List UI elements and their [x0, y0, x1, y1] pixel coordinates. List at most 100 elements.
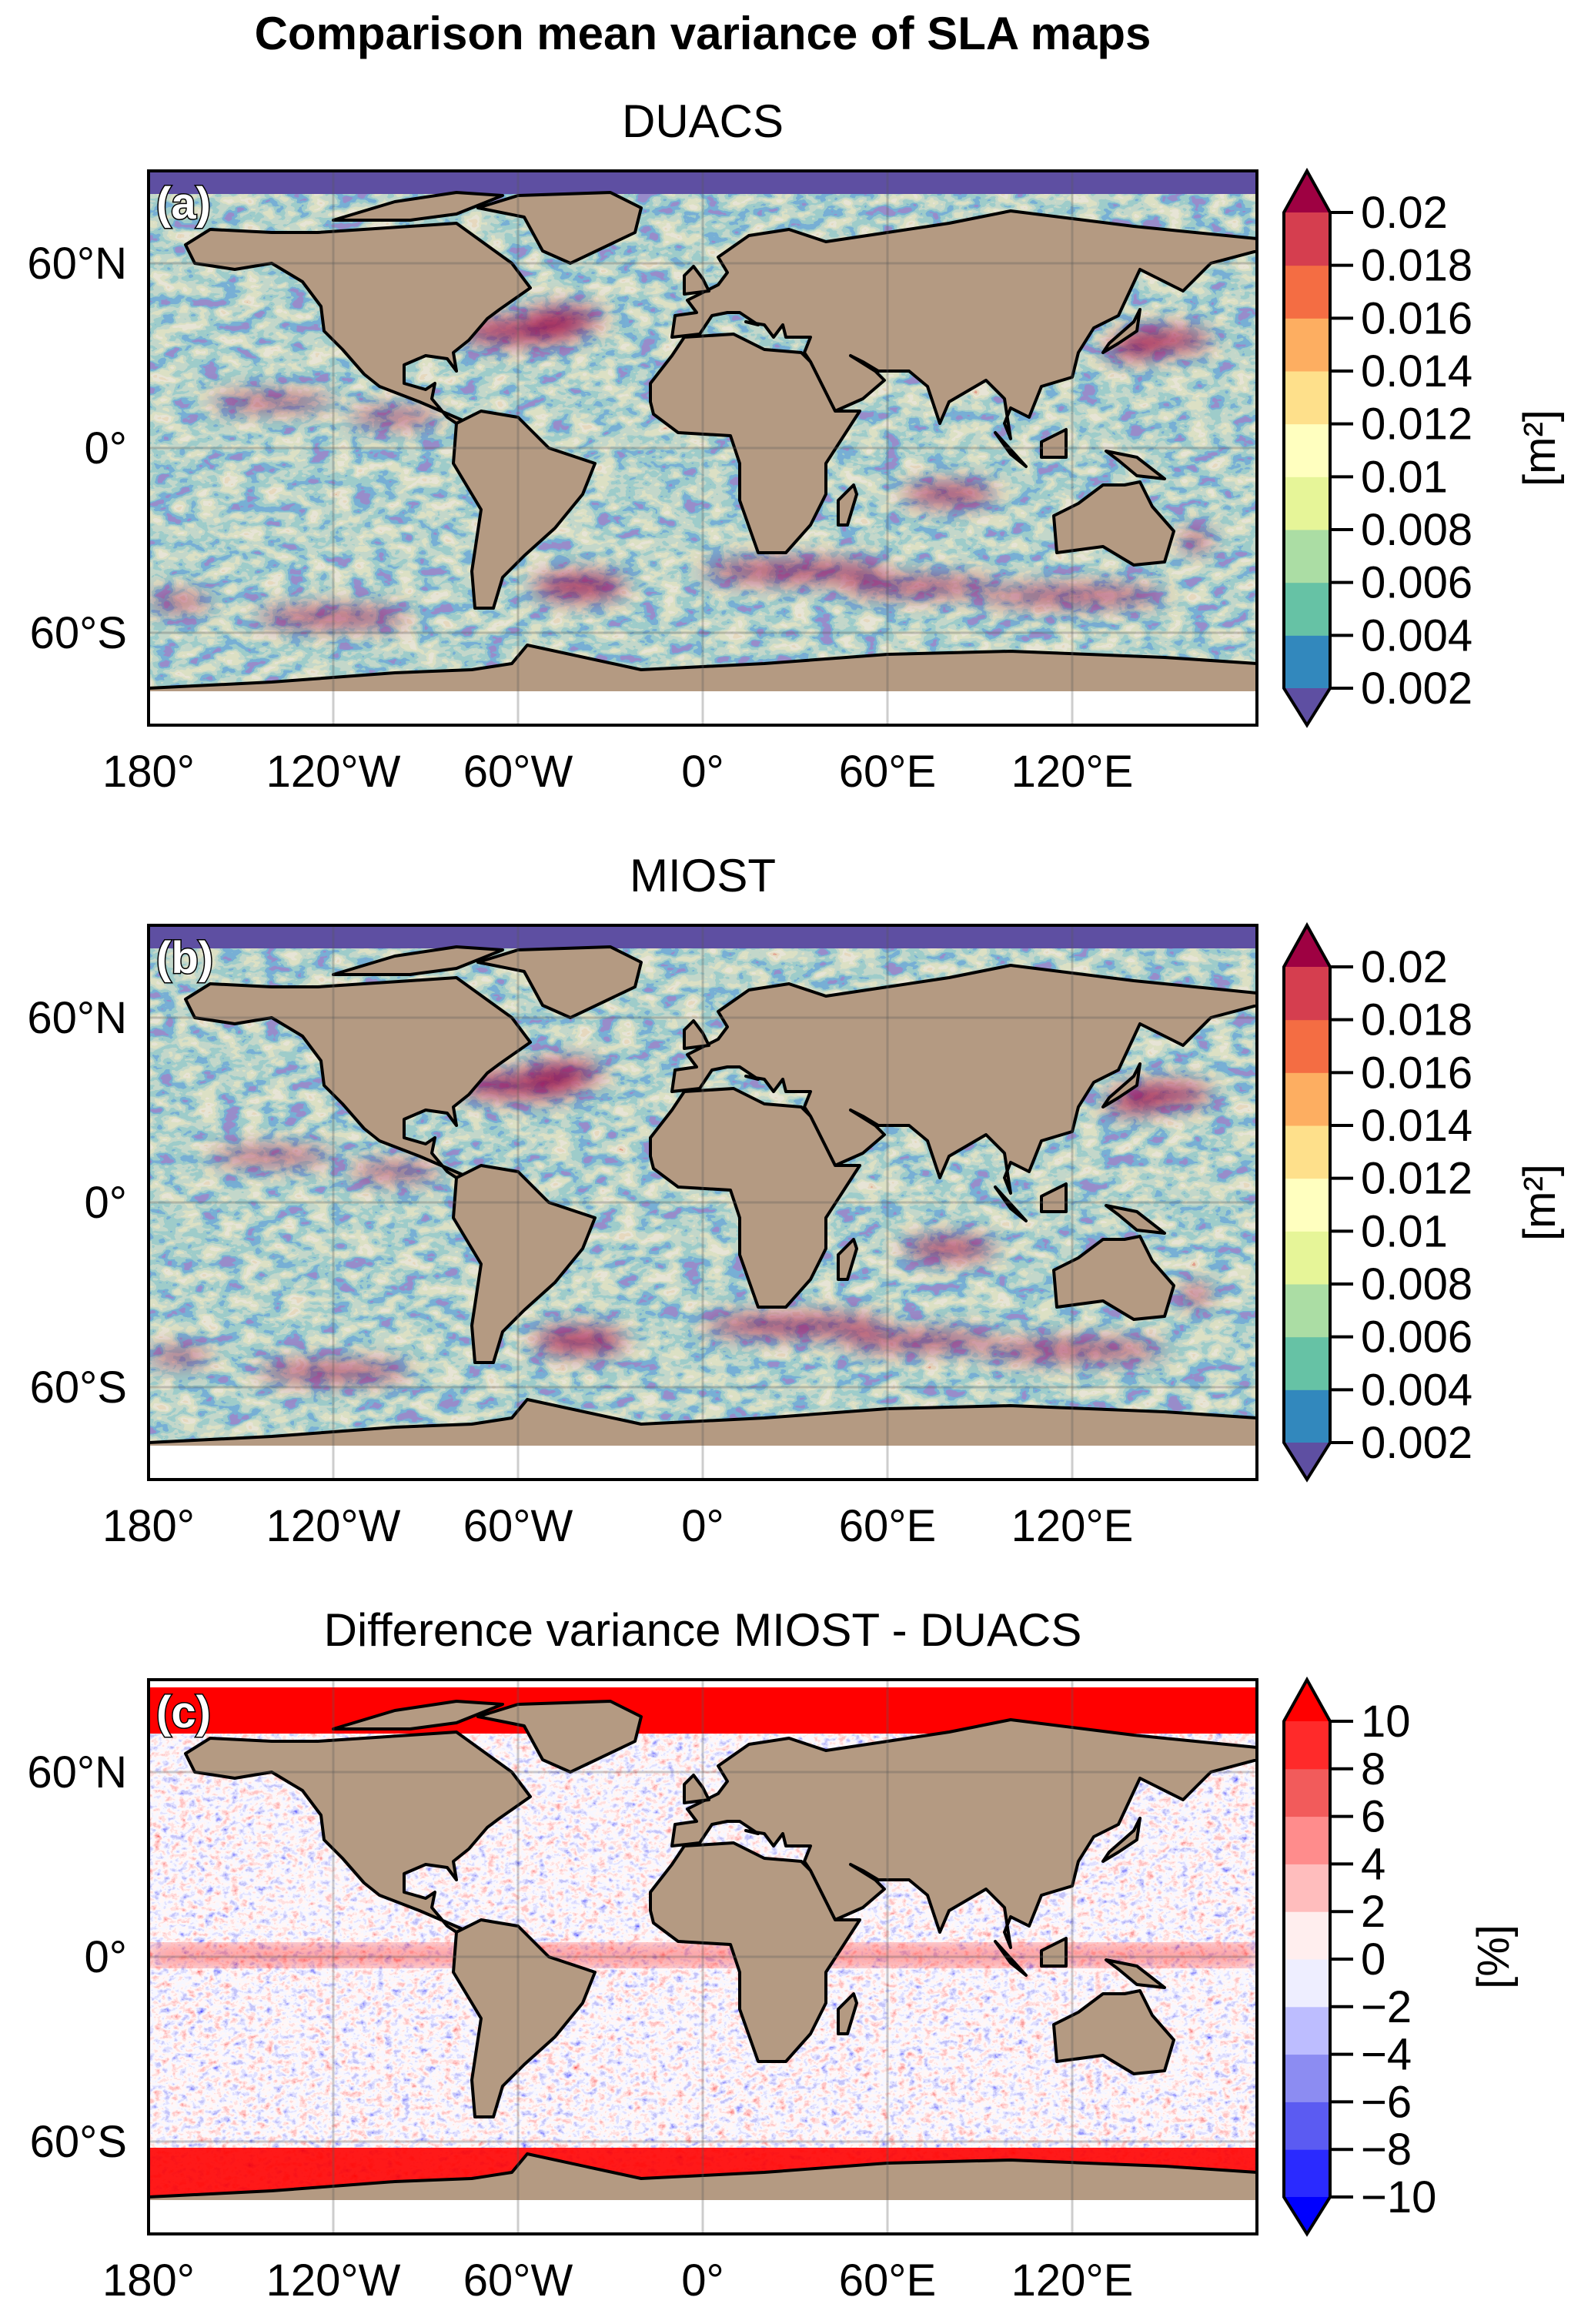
lon-tick-label: 60°E: [839, 747, 936, 797]
high-variance-region: [149, 596, 210, 608]
colorbar-tick-label: 0.01: [1361, 1206, 1448, 1256]
colorbar-tick-label: 2: [1361, 1887, 1385, 1937]
land: [476, 945, 643, 1019]
colorbar-segment: [1284, 212, 1330, 266]
lon-tick-label: 60°W: [463, 747, 573, 797]
colorbar-segment: [1284, 2006, 1330, 2055]
colorbar-tick-label: −2: [1361, 1982, 1412, 2032]
lon-tick-label: 60°E: [839, 2255, 936, 2306]
colorbar-tick-label: 0.016: [1361, 1048, 1472, 1098]
land: [452, 1164, 597, 1364]
colorbar-segment: [1284, 530, 1330, 584]
lat-tick-label: 60°N: [27, 1747, 127, 1797]
colorbar-tick-label: 0.004: [1361, 1365, 1472, 1415]
land: [332, 945, 504, 976]
colorbar-tick-label: 0.014: [1361, 1101, 1472, 1151]
map-frame: [147, 924, 1258, 1481]
lon-tick-label: 0°: [681, 2255, 724, 2306]
colorbar-segment: [1284, 1959, 1330, 2008]
high-variance-region: [1180, 533, 1211, 548]
high-variance-region: [703, 1316, 887, 1335]
lat-tick-label: 60°N: [27, 239, 127, 289]
colorbar-segment: [1284, 1768, 1330, 1817]
landmasses: [149, 1700, 1257, 2234]
colorbar-segment: [1284, 1178, 1330, 1232]
panel-label: (a): [156, 179, 211, 229]
lon-tick-label: 60°E: [839, 1501, 936, 1551]
high-variance-region: [533, 1329, 626, 1353]
colorbar-tick-label: 0.006: [1361, 558, 1472, 608]
panel-a: DUACS (a) 180° 120°W 60°W 0° 60°E 120°E 60°N 0° 60…: [27, 95, 1565, 797]
high-variance-region: [1103, 1096, 1165, 1112]
antarctic-ice: [149, 691, 1257, 725]
high-variance-region: [903, 1239, 995, 1258]
lon-tick-label: 120°E: [1011, 1501, 1134, 1551]
high-variance-regions: [149, 1062, 1211, 1379]
colorbar-unit-label: [%]: [1469, 1924, 1519, 1989]
high-variance-region: [349, 1165, 441, 1178]
colorbar-tick-label: 0.018: [1361, 995, 1472, 1045]
land: [1101, 1817, 1141, 1863]
land: [683, 265, 710, 296]
land: [1105, 1958, 1166, 1989]
land: [452, 1918, 597, 2118]
panel-c: Difference variance MIOST - DUACS (c) 180°…: [27, 1604, 1519, 2306]
colorbar-segment: [1284, 477, 1330, 530]
high-variance-region: [903, 485, 995, 503]
high-variance-region: [526, 1062, 603, 1084]
colorbar-tick-label: 0.016: [1361, 293, 1472, 343]
gridlines: [149, 925, 1257, 1480]
land: [649, 333, 861, 554]
panel-label: (b): [156, 933, 213, 983]
colorbar-tick-label: 4: [1361, 1839, 1385, 1889]
panel-b: MIOST (b) 180° 120°W 60°W 0° 60°E 120°E 60°N 0° 60…: [27, 850, 1565, 1551]
lon-tick-label: 0°: [681, 1501, 724, 1551]
colorbar-under-arrow: [1284, 688, 1330, 725]
lon-tick-label: 120°W: [266, 747, 401, 797]
land: [837, 483, 858, 527]
land: [1052, 480, 1175, 567]
land: [184, 976, 532, 1179]
land: [649, 1841, 861, 2063]
high-variance-region: [841, 1333, 995, 1349]
colorbar-segment: [1284, 2054, 1330, 2102]
colorbar-segment: [1284, 967, 1330, 1021]
colorbar-segment: [1284, 1389, 1330, 1443]
high-variance-region: [210, 396, 333, 408]
lon-tick-label: 120°W: [266, 1501, 401, 1551]
land: [1040, 1937, 1068, 1968]
colorbar-tick-label: 0.014: [1361, 346, 1472, 396]
lon-tick-label: 180°: [102, 747, 195, 797]
colorbar-tick-label: −10: [1361, 2172, 1436, 2222]
land: [683, 1774, 710, 1804]
lon-tick-label: 0°: [681, 747, 724, 797]
colorbar-tick-label: 0.02: [1361, 188, 1448, 238]
colorbar-segment: [1284, 1231, 1330, 1285]
lat-tick-label: 0°: [85, 1932, 127, 1982]
lat-tick-label: 60°S: [30, 608, 127, 658]
colorbar-tick-label: 0: [1361, 1934, 1385, 1985]
map-frame: [147, 169, 1258, 727]
high-variance-region: [210, 1150, 333, 1162]
high-variance-region: [256, 610, 410, 625]
colorbar-unit-label: [m²]: [1515, 410, 1565, 487]
colorbar-over-arrow: [1284, 171, 1330, 212]
colorbar-segment: [1284, 1816, 1330, 1864]
land: [1105, 450, 1166, 480]
land: [670, 209, 1257, 440]
high-variance-region: [980, 1343, 1165, 1358]
high-variance-region: [703, 562, 887, 580]
lon-tick-label: 120°W: [266, 2255, 401, 2306]
high-variance-region: [256, 1364, 410, 1379]
colorbar-segment: [1284, 1336, 1330, 1390]
lon-tick-label: 120°E: [1011, 2255, 1134, 2306]
colorbar-tick-label: 0.002: [1361, 1418, 1472, 1468]
colorbar-b: 0.0020.0040.0060.0080.010.0120.0140.0160…: [1282, 921, 1565, 1483]
land: [1105, 1204, 1166, 1235]
lon-tick-label: 180°: [102, 2255, 195, 2306]
colorbar-segment: [1284, 2102, 1330, 2150]
colorbar-segment: [1284, 371, 1330, 425]
colorbar-segment: [1284, 1864, 1330, 1912]
equatorial-band: [149, 1944, 1257, 1966]
